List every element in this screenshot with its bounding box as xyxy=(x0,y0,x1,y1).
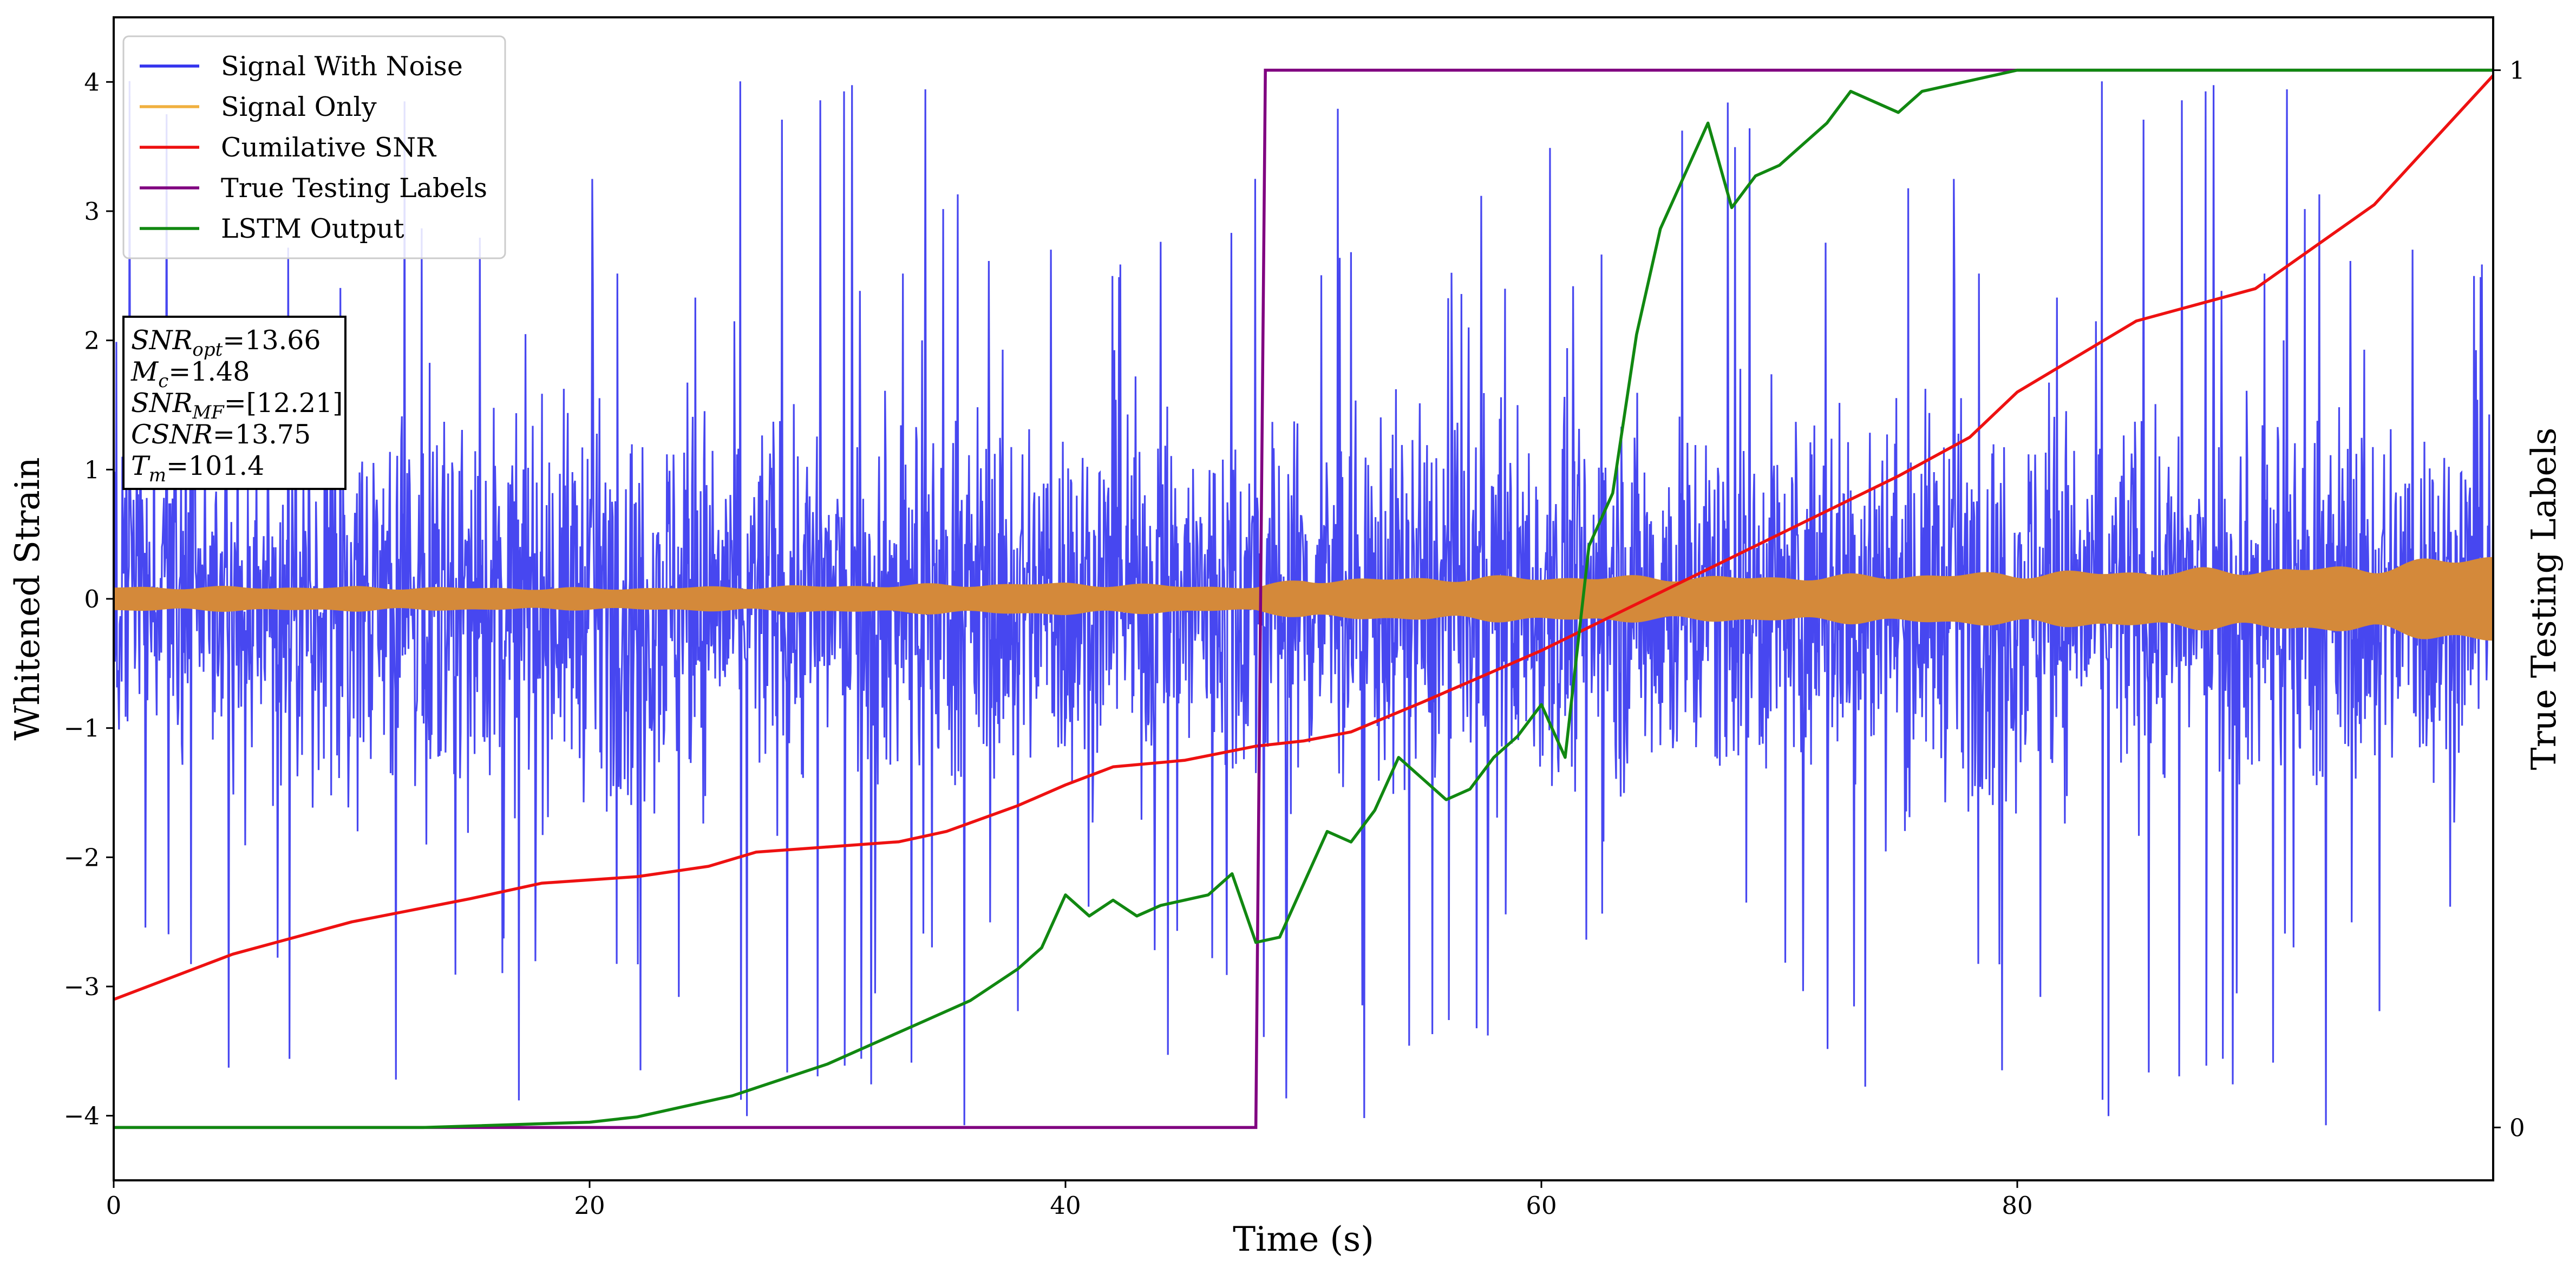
y-tick-label: 4 xyxy=(84,68,100,96)
legend-label: LSTM Output xyxy=(221,213,404,244)
y-tick-label: −1 xyxy=(64,714,100,743)
x-tick-label: 0 xyxy=(106,1191,122,1220)
y-tick-label: 0 xyxy=(84,585,100,613)
signal-with-noise-line xyxy=(114,81,2493,1126)
annotation-box: SNRopt=13.66Mc=1.48SNRMF=[12.21]CSNR=13.… xyxy=(122,316,346,490)
annotation-line: CSNR=13.75 xyxy=(131,419,311,450)
y-axis-title: Whitened Strain xyxy=(8,457,47,740)
x-tick-label: 40 xyxy=(1050,1191,1081,1220)
y-tick-label: −3 xyxy=(64,972,100,1001)
x-tick-label: 60 xyxy=(1526,1191,1557,1220)
lstm-output-line xyxy=(114,68,2493,1129)
y-tick-label: 1 xyxy=(84,455,100,484)
y2-tick-label: 0 xyxy=(2509,1113,2525,1142)
annotation-line: Mc=1.48 xyxy=(130,356,250,392)
signal-only-line xyxy=(114,557,2493,641)
x-axis-title: Time (s) xyxy=(1233,1219,1374,1259)
cumilative-snr-line xyxy=(114,74,2493,1001)
annotation-line: SNRMF=[12.21] xyxy=(131,388,343,423)
annotation-line: Tm=101.4 xyxy=(131,450,264,486)
y2-tick-label: 1 xyxy=(2509,56,2525,85)
y-tick-label: −4 xyxy=(64,1102,100,1131)
x-tick-label: 80 xyxy=(2002,1191,2032,1220)
plot-area xyxy=(114,68,2493,1129)
legend-label: Signal With Noise xyxy=(221,51,463,82)
y-tick-label: 2 xyxy=(84,326,100,355)
annotation-line: SNRopt=13.66 xyxy=(131,325,321,361)
annotation-box-frame xyxy=(122,316,346,490)
y2-axis-title: True Testing Labels xyxy=(2524,428,2564,770)
y-tick-label: 3 xyxy=(84,197,100,226)
legend: Signal With Noise Signal Only Cumilative S… xyxy=(122,35,506,259)
true-testing-labels-line xyxy=(114,68,2493,1129)
legend-box xyxy=(122,35,506,259)
legend-label: Cumilative SNR xyxy=(221,132,437,163)
legend-label: Signal Only xyxy=(221,92,377,122)
x-tick-label: 20 xyxy=(574,1191,605,1220)
y-tick-label: −2 xyxy=(64,843,100,872)
legend-label: True Testing Labels xyxy=(221,173,487,204)
